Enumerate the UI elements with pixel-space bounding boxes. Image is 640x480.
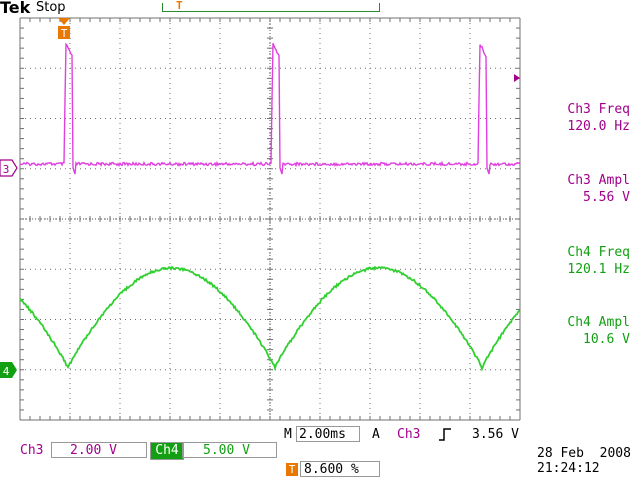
- ch3-ampl-label: Ch3 Ampl: [567, 173, 630, 188]
- ch3-ground-marker[interactable]: 3: [0, 159, 18, 177]
- trigger-pos-glyph: T: [61, 27, 68, 40]
- trigger-level-marker: [514, 74, 520, 82]
- ch4-marker-label: 4: [3, 365, 10, 378]
- trigger-mode: A: [372, 427, 380, 442]
- ch3-freq-label: Ch3 Freq: [567, 102, 630, 117]
- ch3-waveform: [19, 42, 521, 175]
- timebase-value[interactable]: 2.00ms: [296, 426, 360, 442]
- ch4-freq-label: Ch4 Freq: [567, 245, 630, 260]
- trigger-level[interactable]: 3.56 V: [472, 427, 519, 442]
- time: 21:24:12: [537, 461, 600, 476]
- trigger-position-value[interactable]: 8.600 %: [300, 461, 380, 477]
- trigger-position-marker: T: [58, 18, 70, 40]
- run-state: Stop: [36, 0, 66, 15]
- record-length-bar: [162, 3, 380, 12]
- ch3-ampl-measurement: Ch3 Ampl 5.56 V: [567, 172, 630, 206]
- brand-logo: Tek: [0, 0, 31, 17]
- ch4-ground-marker[interactable]: 4: [0, 362, 17, 378]
- record-trigger-marker: T: [176, 0, 183, 12]
- trigger-position-tag: T: [286, 463, 298, 476]
- ch4-scale-value[interactable]: 5.00 V: [182, 442, 277, 458]
- ch3-scale-value[interactable]: 2.00 V: [51, 442, 147, 458]
- ch4-waveform: [19, 265, 521, 372]
- ch4-freq-value: 120.1 Hz: [567, 262, 630, 277]
- rising-edge-icon: [439, 428, 451, 441]
- trigger-source[interactable]: Ch3: [397, 427, 421, 442]
- ch3-freq-measurement: Ch3 Freq 120.0 Hz: [567, 101, 630, 135]
- ch3-freq-value: 120.0 Hz: [567, 119, 630, 134]
- ch3-scale-label[interactable]: Ch3: [20, 443, 44, 458]
- ch4-ampl-label: Ch4 Ampl: [567, 315, 630, 330]
- ch4-ampl-value: 10.6 V: [583, 332, 630, 347]
- graticule: [19, 17, 521, 421]
- ch4-freq-measurement: Ch4 Freq 120.1 Hz: [567, 244, 630, 278]
- ch3-marker-label: 3: [3, 163, 10, 176]
- ch4-ampl-measurement: Ch4 Ampl 10.6 V: [567, 314, 630, 348]
- ch4-scale-label[interactable]: Ch4: [150, 442, 184, 460]
- timebase-prefix: M: [284, 427, 292, 442]
- ch3-ampl-value: 5.56 V: [583, 190, 630, 205]
- date: 28 Feb 2008: [537, 446, 631, 461]
